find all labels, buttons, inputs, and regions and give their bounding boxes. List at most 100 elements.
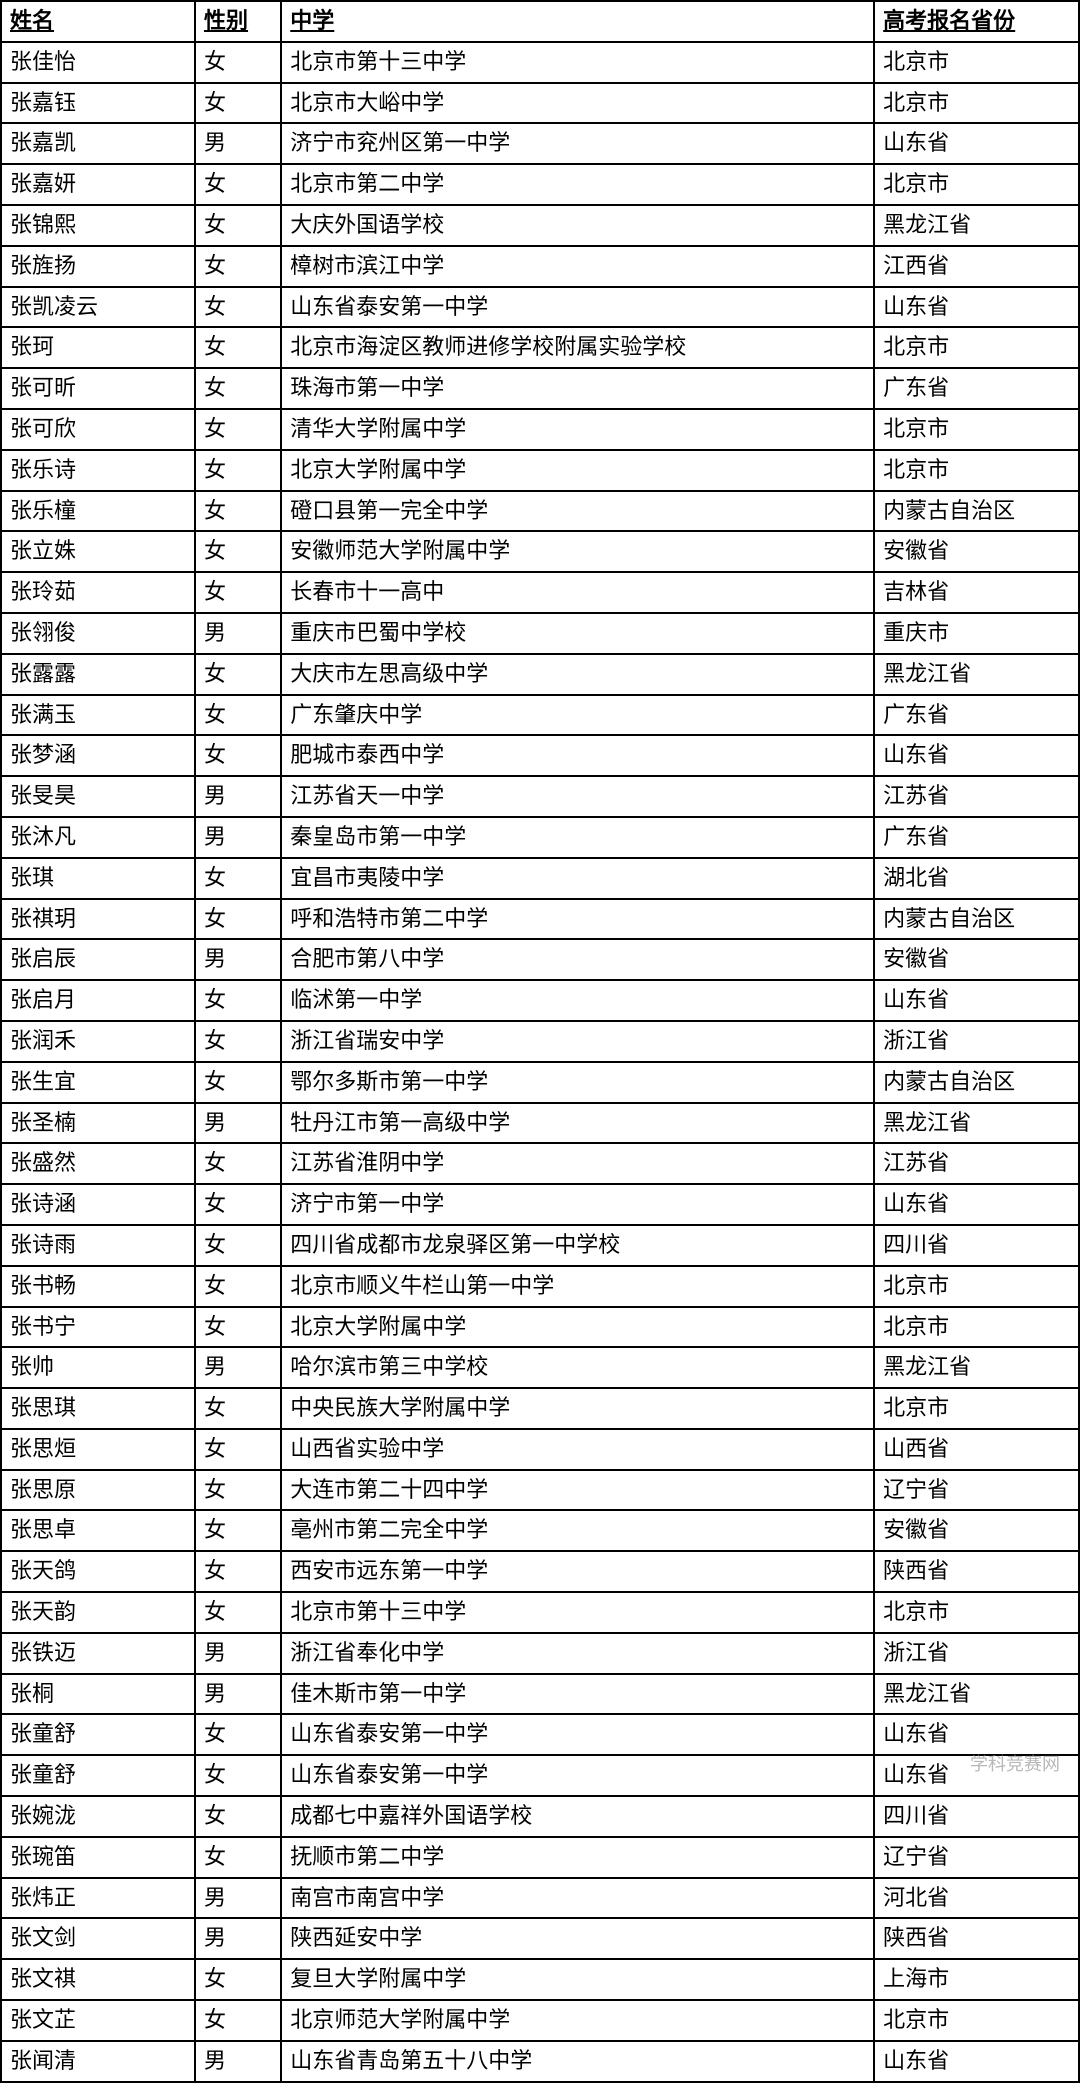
cell-name: 张桐 — [1, 1674, 195, 1715]
cell-name: 张铁迈 — [1, 1633, 195, 1674]
cell-name: 张天韵 — [1, 1592, 195, 1633]
cell-gender: 男 — [195, 1674, 281, 1715]
table-row: 张启月女临沭第一中学山东省 — [1, 980, 1079, 1021]
cell-name: 张翎俊 — [1, 613, 195, 654]
cell-name: 张启辰 — [1, 939, 195, 980]
cell-name: 张闻清 — [1, 2041, 195, 2082]
table-row: 张满玉女广东肇庆中学广东省 — [1, 695, 1079, 736]
table-row: 张文剑男陕西延安中学陕西省 — [1, 1918, 1079, 1959]
cell-province: 浙江省 — [874, 1021, 1079, 1062]
cell-province: 北京市 — [874, 327, 1079, 368]
cell-gender: 女 — [195, 246, 281, 287]
cell-gender: 女 — [195, 491, 281, 532]
cell-school: 陕西延安中学 — [281, 1918, 874, 1959]
cell-province: 北京市 — [874, 1266, 1079, 1307]
cell-school: 江苏省天一中学 — [281, 776, 874, 817]
cell-name: 张立姝 — [1, 531, 195, 572]
table-row: 张嘉凯男济宁市兖州区第一中学山东省 — [1, 123, 1079, 164]
cell-school: 西安市远东第一中学 — [281, 1551, 874, 1592]
cell-gender: 男 — [195, 776, 281, 817]
cell-name: 张梦涵 — [1, 735, 195, 776]
cell-school: 佳木斯市第一中学 — [281, 1674, 874, 1715]
cell-name: 张琪 — [1, 858, 195, 899]
cell-school: 临沭第一中学 — [281, 980, 874, 1021]
cell-name: 张启月 — [1, 980, 195, 1021]
cell-gender: 女 — [195, 205, 281, 246]
table-row: 张沐凡男秦皇岛市第一中学广东省 — [1, 817, 1079, 858]
table-row: 张思原女大连市第二十四中学辽宁省 — [1, 1470, 1079, 1511]
cell-school: 中央民族大学附属中学 — [281, 1388, 874, 1429]
cell-school: 北京市第十三中学 — [281, 42, 874, 83]
cell-province: 广东省 — [874, 817, 1079, 858]
table-row: 张桐男佳木斯市第一中学黑龙江省 — [1, 1674, 1079, 1715]
table-row: 张乐橦女磴口县第一完全中学内蒙古自治区 — [1, 491, 1079, 532]
cell-name: 张诗雨 — [1, 1225, 195, 1266]
cell-province: 江苏省 — [874, 1143, 1079, 1184]
cell-gender: 女 — [195, 1307, 281, 1348]
table-row: 张文祺女复旦大学附属中学上海市 — [1, 1959, 1079, 2000]
cell-school: 牡丹江市第一高级中学 — [281, 1103, 874, 1144]
cell-province: 北京市 — [874, 409, 1079, 450]
cell-school: 成都七中嘉祥外国语学校 — [281, 1796, 874, 1837]
cell-gender: 女 — [195, 1143, 281, 1184]
cell-school: 大连市第二十四中学 — [281, 1470, 874, 1511]
cell-name: 张盛然 — [1, 1143, 195, 1184]
cell-name: 张诗涵 — [1, 1184, 195, 1225]
table-row: 张婉泷女成都七中嘉祥外国语学校四川省 — [1, 1796, 1079, 1837]
table-row: 张盛然女江苏省淮阴中学江苏省 — [1, 1143, 1079, 1184]
table-row: 张祺玥女呼和浩特市第二中学内蒙古自治区 — [1, 899, 1079, 940]
cell-gender: 女 — [195, 654, 281, 695]
table-row: 张珂女北京市海淀区教师进修学校附属实验学校北京市 — [1, 327, 1079, 368]
cell-school: 广东肇庆中学 — [281, 695, 874, 736]
column-header-name: 姓名 — [1, 1, 195, 42]
cell-province: 北京市 — [874, 1307, 1079, 1348]
cell-name: 张生宜 — [1, 1062, 195, 1103]
cell-province: 山东省 — [874, 980, 1079, 1021]
table-row: 张思琪女中央民族大学附属中学北京市 — [1, 1388, 1079, 1429]
cell-province: 江苏省 — [874, 776, 1079, 817]
cell-school: 浙江省瑞安中学 — [281, 1021, 874, 1062]
student-table: 姓名 性别 中学 高考报名省份 张佳怡女北京市第十三中学北京市张嘉钰女北京市大峪… — [0, 0, 1080, 2083]
cell-province: 山西省 — [874, 1429, 1079, 1470]
cell-gender: 女 — [195, 572, 281, 613]
cell-school: 北京大学附属中学 — [281, 1307, 874, 1348]
cell-school: 抚顺市第二中学 — [281, 1837, 874, 1878]
cell-school: 合肥市第八中学 — [281, 939, 874, 980]
cell-province: 黑龙江省 — [874, 1103, 1079, 1144]
cell-gender: 男 — [195, 123, 281, 164]
cell-school: 安徽师范大学附属中学 — [281, 531, 874, 572]
cell-gender: 女 — [195, 858, 281, 899]
cell-school: 秦皇岛市第一中学 — [281, 817, 874, 858]
cell-gender: 女 — [195, 1796, 281, 1837]
cell-gender: 男 — [195, 1347, 281, 1388]
cell-gender: 女 — [195, 1714, 281, 1755]
table-row: 张旌扬女樟树市滨江中学江西省 — [1, 246, 1079, 287]
cell-gender: 男 — [195, 2041, 281, 2082]
cell-province: 内蒙古自治区 — [874, 491, 1079, 532]
cell-gender: 女 — [195, 1470, 281, 1511]
cell-name: 张满玉 — [1, 695, 195, 736]
cell-name: 张乐橦 — [1, 491, 195, 532]
table-header-row: 姓名 性别 中学 高考报名省份 — [1, 1, 1079, 42]
cell-province: 山东省 — [874, 287, 1079, 328]
cell-name: 张旌扬 — [1, 246, 195, 287]
table-body: 张佳怡女北京市第十三中学北京市张嘉钰女北京市大峪中学北京市张嘉凯男济宁市兖州区第… — [1, 42, 1079, 2082]
cell-province: 北京市 — [874, 1592, 1079, 1633]
cell-province: 上海市 — [874, 1959, 1079, 2000]
cell-name: 张可欣 — [1, 409, 195, 450]
cell-province: 河北省 — [874, 1878, 1079, 1919]
cell-gender: 女 — [195, 980, 281, 1021]
cell-province: 陕西省 — [874, 1551, 1079, 1592]
cell-province: 北京市 — [874, 83, 1079, 124]
cell-province: 北京市 — [874, 164, 1079, 205]
table-row: 张翎俊男重庆市巴蜀中学校重庆市 — [1, 613, 1079, 654]
cell-province: 北京市 — [874, 42, 1079, 83]
cell-school: 北京市海淀区教师进修学校附属实验学校 — [281, 327, 874, 368]
table-row: 张嘉钰女北京市大峪中学北京市 — [1, 83, 1079, 124]
cell-name: 张书畅 — [1, 1266, 195, 1307]
cell-school: 磴口县第一完全中学 — [281, 491, 874, 532]
cell-gender: 男 — [195, 1918, 281, 1959]
cell-gender: 男 — [195, 613, 281, 654]
table-row: 张童舒女山东省泰安第一中学山东省 — [1, 1755, 1079, 1796]
cell-province: 黑龙江省 — [874, 205, 1079, 246]
